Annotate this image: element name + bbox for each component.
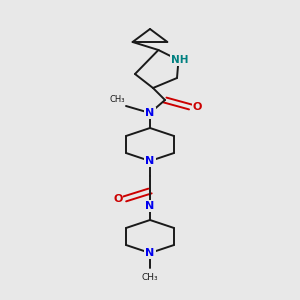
Text: CH₃: CH₃ [142, 273, 158, 282]
Text: N: N [146, 201, 154, 211]
Text: O: O [192, 102, 202, 112]
Text: O: O [113, 194, 123, 204]
Text: N: N [146, 156, 154, 166]
Text: CH₃: CH₃ [109, 94, 124, 103]
Text: N: N [146, 108, 154, 118]
Text: N: N [146, 248, 154, 258]
Text: NH: NH [171, 55, 189, 65]
